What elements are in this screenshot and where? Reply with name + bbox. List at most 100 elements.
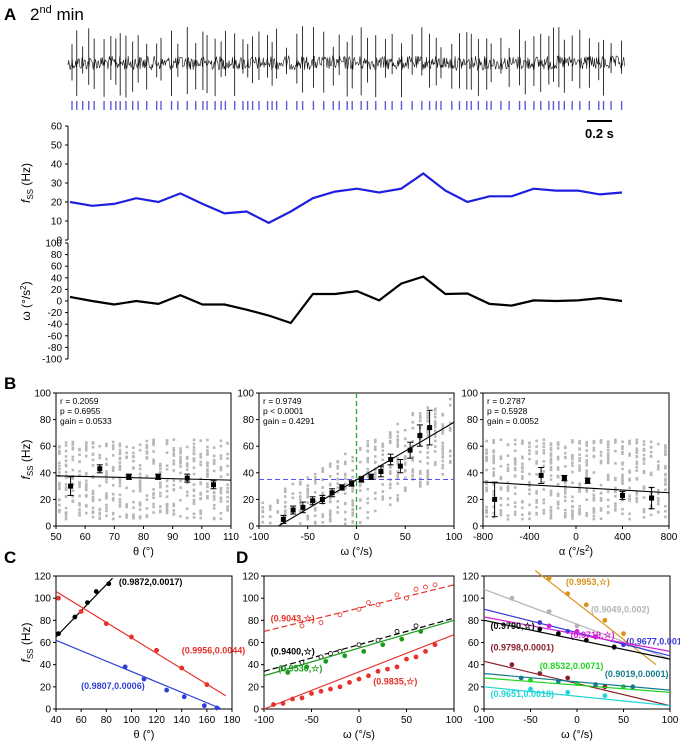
raw-point [426, 469, 430, 473]
data-point [179, 665, 185, 671]
raw-point [179, 498, 182, 502]
raw-point [499, 438, 503, 442]
raw-point [506, 497, 510, 501]
raw-point [599, 507, 603, 510]
raw-point [642, 516, 646, 519]
data-point [574, 623, 580, 629]
raw-point [563, 499, 567, 503]
x-tick-label: 90 [167, 532, 179, 543]
raw-point [78, 494, 81, 498]
raw-point [145, 474, 149, 478]
raw-point [578, 439, 581, 443]
raw-point [448, 426, 452, 430]
stat-text: r = 0.9749 [263, 396, 302, 406]
raw-point [179, 465, 182, 468]
raw-point [91, 458, 95, 462]
raw-point [206, 496, 209, 500]
raw-point [138, 487, 142, 490]
raw-point [506, 466, 510, 470]
raw-point [172, 454, 176, 457]
raw-point [298, 522, 302, 525]
raw-point [403, 489, 407, 493]
raw-point [606, 490, 610, 493]
raw-point [125, 513, 128, 516]
raw-point [366, 516, 370, 520]
raw-point [199, 477, 203, 481]
raw-point [656, 460, 660, 463]
raw-point [585, 490, 589, 493]
raw-point [513, 458, 517, 461]
raw-point [132, 513, 135, 517]
raw-point [351, 485, 355, 489]
raw-point [441, 453, 445, 456]
raw-point [448, 459, 452, 463]
raw-point [528, 484, 531, 488]
raw-point [226, 464, 229, 468]
raw-point [343, 452, 347, 456]
data-point [583, 637, 589, 643]
raw-point [199, 453, 203, 456]
raw-point [199, 481, 203, 484]
raw-point [441, 455, 445, 459]
raw-point [528, 452, 531, 456]
raw-point [599, 496, 603, 500]
raw-point [298, 502, 302, 505]
raw-point [381, 442, 385, 446]
raw-point [298, 509, 302, 513]
raw-point [199, 456, 203, 459]
mean-point [310, 498, 316, 504]
data-point [280, 701, 286, 706]
raw-point [306, 495, 310, 499]
raw-point [535, 439, 538, 443]
x-tick-label: 0 [354, 532, 360, 543]
raw-point [578, 457, 581, 460]
raw-point [71, 468, 75, 472]
raw-point [542, 488, 546, 491]
raw-point [118, 477, 122, 480]
raw-point [185, 468, 189, 472]
raw-point [571, 481, 574, 485]
raw-point [125, 516, 128, 519]
raw-point [549, 509, 553, 512]
y-axis-label: fSS (Hz) [19, 163, 35, 203]
raw-point [78, 511, 81, 514]
raw-point [621, 512, 624, 516]
raw-point [381, 495, 385, 498]
raw-point [388, 436, 392, 439]
raw-point [642, 440, 646, 443]
raw-point [118, 448, 122, 452]
raw-point [571, 517, 574, 520]
raw-point [426, 444, 430, 448]
raw-point [132, 466, 135, 469]
mean-point [329, 490, 335, 496]
raw-point [212, 461, 216, 464]
raw-point [396, 476, 400, 480]
raw-point [71, 494, 75, 498]
raw-point [381, 453, 385, 456]
panel-label-b: B [4, 374, 16, 393]
data-point [154, 647, 159, 653]
mean-point [358, 476, 364, 482]
raw-point [549, 505, 553, 509]
raw-point [499, 486, 503, 489]
raw-point [206, 468, 209, 471]
raw-point [542, 460, 546, 463]
raw-point [433, 439, 437, 443]
x-tick-label: 0 [573, 532, 579, 543]
x-tick-label: 160 [199, 715, 216, 726]
raw-point [358, 446, 362, 450]
raw-point [71, 447, 75, 451]
raw-point [628, 469, 631, 473]
raw-point [542, 512, 546, 515]
raw-point [656, 464, 660, 467]
raw-point [441, 430, 445, 434]
raw-point [563, 512, 567, 515]
data-point [413, 586, 419, 592]
raw-point [664, 515, 667, 519]
raw-point [328, 462, 332, 466]
raw-point [185, 507, 189, 511]
raw-point [206, 495, 209, 498]
y-tick-label: 20 [243, 495, 255, 506]
raw-point [578, 464, 581, 467]
